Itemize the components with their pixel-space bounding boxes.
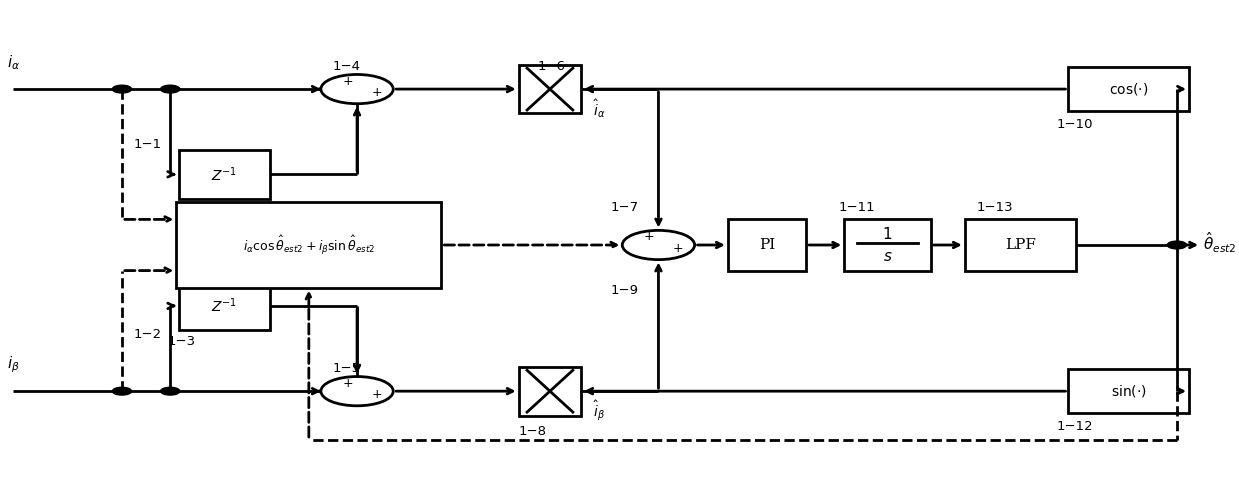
FancyBboxPatch shape <box>1068 67 1189 111</box>
Circle shape <box>113 85 131 93</box>
Text: $Z^{-1}$: $Z^{-1}$ <box>212 165 238 184</box>
Text: 1−7: 1−7 <box>611 201 638 214</box>
Text: $\hat{i}_\beta$: $\hat{i}_\beta$ <box>593 398 606 423</box>
Circle shape <box>321 74 393 104</box>
Circle shape <box>161 85 180 93</box>
Text: $i_\beta$: $i_\beta$ <box>7 354 20 375</box>
Circle shape <box>161 387 180 395</box>
Text: $i_\alpha$: $i_\alpha$ <box>7 53 21 72</box>
Text: $i_\alpha\cos\hat{\theta}_{est2}+i_\beta\sin\hat{\theta}_{est2}$: $i_\alpha\cos\hat{\theta}_{est2}+i_\beta… <box>243 233 375 257</box>
FancyBboxPatch shape <box>727 220 807 270</box>
Text: 1−1: 1−1 <box>134 138 162 151</box>
Text: $\cos(\cdot)$: $\cos(\cdot)$ <box>1109 81 1149 97</box>
Text: 1: 1 <box>882 227 892 242</box>
Text: 1−10: 1−10 <box>1057 118 1093 131</box>
Circle shape <box>321 376 393 406</box>
Text: 1−4: 1−4 <box>333 60 361 73</box>
Text: $s$: $s$ <box>882 250 892 264</box>
FancyBboxPatch shape <box>180 282 270 330</box>
Text: 1−3: 1−3 <box>167 335 196 348</box>
Text: LPF: LPF <box>1005 238 1036 252</box>
FancyBboxPatch shape <box>965 220 1075 270</box>
FancyBboxPatch shape <box>1068 369 1189 413</box>
FancyBboxPatch shape <box>519 65 581 114</box>
Circle shape <box>1167 241 1187 249</box>
FancyBboxPatch shape <box>180 150 270 199</box>
Circle shape <box>622 230 695 260</box>
Text: 1−13: 1−13 <box>976 201 1014 214</box>
Text: $\hat{\theta}_{est2}$: $\hat{\theta}_{est2}$ <box>1203 230 1237 255</box>
FancyBboxPatch shape <box>519 367 581 416</box>
FancyBboxPatch shape <box>176 202 441 288</box>
Text: 1−8: 1−8 <box>519 425 546 438</box>
Text: 1−5: 1−5 <box>333 362 361 375</box>
Text: 1−12: 1−12 <box>1057 420 1093 433</box>
Text: 1−11: 1−11 <box>838 201 875 214</box>
Text: +: + <box>372 388 383 401</box>
Text: $\hat{i}_\alpha$: $\hat{i}_\alpha$ <box>593 97 606 120</box>
Text: 1−9: 1−9 <box>611 284 638 297</box>
Text: 1−2: 1−2 <box>134 328 162 341</box>
Circle shape <box>113 387 131 395</box>
Text: +: + <box>372 86 383 99</box>
Text: $\sin(\cdot)$: $\sin(\cdot)$ <box>1110 383 1146 399</box>
FancyBboxPatch shape <box>844 220 930 270</box>
Text: +: + <box>343 75 353 88</box>
Text: +: + <box>343 377 353 391</box>
Text: 1−6: 1−6 <box>538 60 566 73</box>
Text: +: + <box>673 242 684 255</box>
Text: $Z^{-1}$: $Z^{-1}$ <box>212 296 238 315</box>
Text: +: + <box>644 230 654 244</box>
Text: PI: PI <box>758 238 776 252</box>
